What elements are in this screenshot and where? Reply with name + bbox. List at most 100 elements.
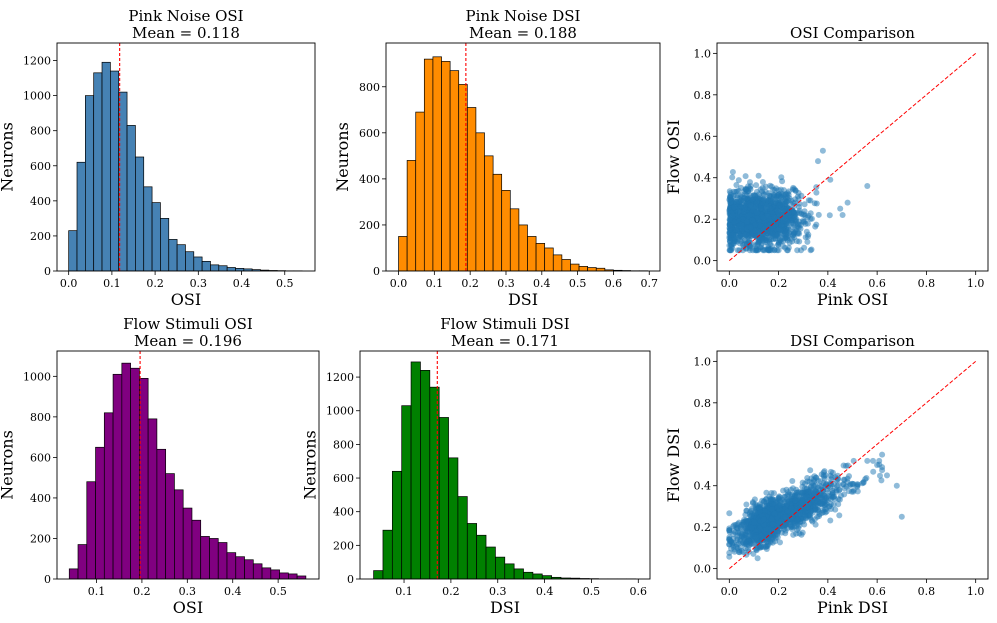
x-tick-label: 0.1 [103, 277, 121, 290]
scatter-point [754, 209, 761, 216]
y-tick-label: 0.2 [694, 213, 712, 226]
y-tick-label: 600 [30, 160, 51, 173]
histogram-bar [432, 56, 442, 271]
scatter-point [726, 188, 733, 195]
scatter-point [775, 210, 782, 217]
histogram-bar [501, 190, 511, 271]
scatter-point [798, 489, 805, 496]
scatter-point [760, 516, 767, 523]
histogram-bar [168, 239, 178, 271]
scatter-point [811, 473, 818, 480]
scatter-point [796, 238, 803, 245]
y-tick-label: 0.2 [694, 521, 712, 534]
scatter-point [726, 510, 733, 517]
histogram-bar [541, 575, 552, 579]
histogram-bar [226, 552, 237, 579]
scatter-point [794, 516, 801, 523]
histogram-bar [438, 417, 449, 579]
scatter-point [791, 186, 798, 193]
scatter-point [785, 491, 792, 498]
histogram-bar [391, 470, 403, 579]
histogram-bar [135, 156, 145, 271]
y-tick-label: 200 [359, 219, 380, 232]
axes-frame [56, 350, 320, 580]
histogram-bar [401, 405, 412, 579]
scatter-point [837, 205, 844, 212]
histogram-bar [147, 418, 158, 579]
scatter-point [804, 475, 811, 481]
histogram-bar [527, 236, 537, 271]
scatter-point [813, 189, 820, 196]
axes-frame [385, 42, 661, 272]
x-tick-label: 0.2 [133, 585, 151, 598]
scatter-point [854, 483, 861, 490]
scatter-point [769, 506, 775, 513]
x-tick-label: 0.5 [276, 277, 294, 290]
histogram-bar [466, 107, 477, 271]
scatter-point [747, 202, 754, 209]
scatter-point [778, 194, 785, 200]
histogram-bar [174, 489, 184, 579]
x-tick-label: 0.1 [426, 277, 444, 290]
scatter-point [756, 222, 763, 229]
scatter-point [801, 208, 808, 215]
histogram-bar [279, 572, 289, 579]
histogram-bar [296, 575, 307, 579]
x-tick-label: 0.8 [918, 277, 936, 290]
scatter-point [772, 231, 779, 238]
scatter-point [893, 482, 900, 489]
scatter-point [874, 462, 881, 468]
scatter-point [878, 477, 885, 484]
scatter-point [801, 201, 808, 208]
axes-frame [56, 42, 316, 272]
y-axis-label: Neurons [0, 430, 17, 500]
x-tick-label: 0.6 [605, 277, 623, 290]
y-tick-label: 200 [30, 230, 51, 243]
x-axis-label: Pink OSI [817, 290, 888, 309]
histogram-bar [201, 261, 211, 271]
histogram-bar [84, 95, 95, 271]
y-axis-label: Neurons [333, 122, 352, 192]
scatter-point [782, 530, 789, 537]
x-tick-label: 0.4 [819, 277, 837, 290]
scatter-point [827, 176, 834, 183]
chart-subtitle: Mean = 0.188 [469, 24, 577, 42]
histogram-bar [382, 529, 393, 579]
scatter-point [740, 549, 747, 556]
scatter-point [765, 213, 771, 219]
histogram-bar [76, 161, 86, 271]
scatter-point [746, 238, 753, 245]
x-tick-label: 0.8 [918, 585, 936, 598]
histogram-bar [86, 481, 96, 579]
scatter-point [784, 508, 791, 515]
y-tick-label: 800 [30, 125, 51, 138]
scatter-point [826, 212, 833, 219]
scatter-point [736, 232, 743, 239]
scatter-point [733, 182, 740, 188]
histogram-bar [101, 61, 111, 271]
chart-osi-comparison: OSI Comparison 0.0 0.2 0.4 0.6 0.8 1.0 0.0 0.2 0.… [664, 24, 989, 309]
scatter-point [756, 237, 763, 244]
x-tick-label: 0.5 [269, 585, 287, 598]
scatter-point [815, 211, 822, 218]
histogram-bar [570, 263, 580, 271]
scatter-point [781, 197, 788, 204]
y-tick-label: 600 [359, 127, 380, 140]
scatter-point [828, 480, 835, 487]
scatter-point [775, 241, 782, 248]
histogram-bar [156, 448, 167, 579]
scatter-point [792, 497, 798, 504]
histogram-bar [448, 457, 459, 579]
histogram-bar [513, 568, 524, 579]
x-tick-label: 0.1 [88, 585, 106, 598]
histogram-bar [235, 556, 245, 579]
scatter-point [742, 191, 749, 198]
histogram-bar [143, 186, 153, 271]
scatter-point [736, 223, 743, 229]
histogram-bar [217, 542, 228, 579]
scatter-point [767, 240, 774, 247]
scatter-point [797, 503, 804, 510]
chart-title: Pink Noise OSI [128, 7, 243, 25]
